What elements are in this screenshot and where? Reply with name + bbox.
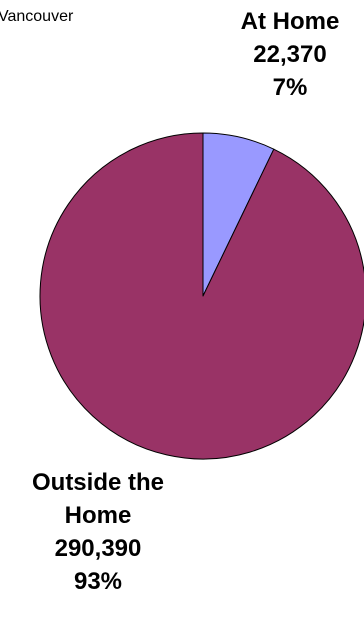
chart-title: Vancouver: [0, 8, 74, 25]
slice-label-outside-value: 290,390: [54, 535, 142, 562]
slice-label-outside-percent: 93%: [73, 568, 123, 595]
slice-label-at-home-name: At Home: [240, 8, 340, 35]
slice-label-at-home: At Home 22,370 7%: [214, 5, 364, 104]
pie-slice-outside-the-home: [39, 132, 364, 460]
slice-label-at-home-percent: 7%: [272, 74, 308, 101]
slice-label-outside-name-line-2: Home: [64, 502, 132, 529]
slice-label-at-home-value: 22,370: [253, 41, 327, 68]
slice-label-outside-name-line-1: Outside the: [31, 469, 164, 496]
slice-label-outside-the-home: Outside the Home 290,390 93%: [0, 466, 196, 598]
